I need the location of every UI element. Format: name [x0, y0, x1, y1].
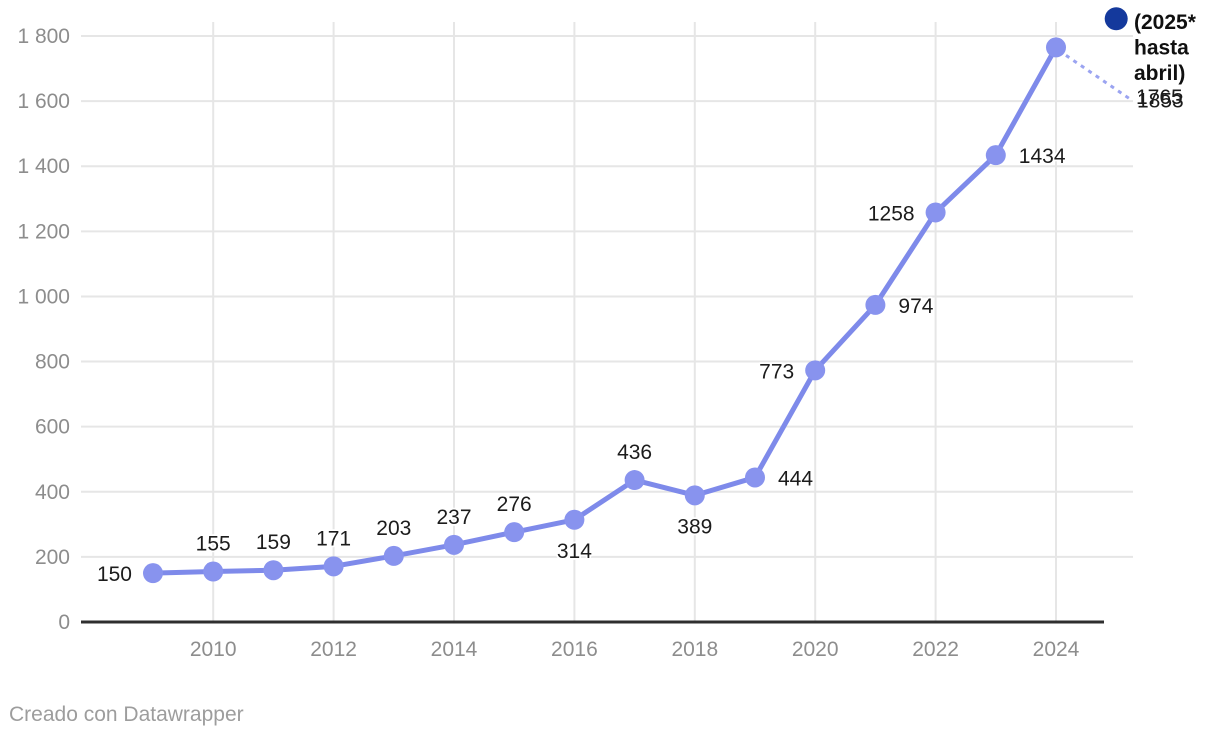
data-point-2018 — [684, 485, 705, 506]
x-tick-label: 2010 — [190, 638, 237, 661]
data-point-2012 — [323, 556, 344, 577]
y-tick-label: 1 000 — [17, 285, 70, 308]
point-label-2010: 155 — [196, 533, 231, 556]
main-series-line — [150, 44, 1059, 576]
legend-label-line-3: abril) — [1134, 62, 1185, 85]
x-tick-label: 2014 — [431, 638, 478, 661]
legend-label-line-2: hasta — [1134, 37, 1189, 60]
attribution: Creado con Datawrapper — [9, 703, 244, 727]
point-label-2024: 1765 — [1136, 86, 1183, 109]
point-label-2020: 773 — [759, 360, 794, 383]
x-tick-label: 2024 — [1033, 638, 1080, 661]
data-point-2019 — [745, 467, 765, 488]
x-tick-label: 2016 — [551, 638, 598, 661]
data-point-2013 — [383, 545, 404, 566]
point-label-2017: 436 — [617, 441, 652, 464]
point-label-2013: 203 — [376, 517, 411, 540]
x-tick-label: 2018 — [671, 638, 718, 661]
data-point-2016 — [564, 509, 585, 530]
data-point-2025 — [1104, 7, 1128, 31]
point-label-2012: 171 — [316, 527, 351, 550]
data-point-2010 — [203, 561, 224, 582]
y-tick-label: 0 — [58, 611, 70, 634]
point-label-2018: 389 — [677, 515, 712, 538]
point-label-2015: 276 — [497, 493, 532, 516]
y-tick-label: 600 — [35, 416, 70, 439]
data-point-2022 — [925, 202, 946, 223]
data-point-2021 — [865, 294, 886, 315]
datawrapper-attribution-link[interactable]: Creado con Datawrapper — [9, 703, 244, 726]
data-point-2020 — [805, 360, 826, 381]
y-tick-label: 1 400 — [17, 155, 70, 178]
point-label-2011: 159 — [256, 531, 291, 554]
data-point-2023 — [985, 145, 1006, 166]
data-point-2009 — [143, 563, 163, 584]
data-point-2017 — [624, 470, 645, 491]
y-tick-label: 800 — [35, 351, 70, 374]
legend-label-line-1: (2025* — [1134, 11, 1197, 34]
point-label-2021: 974 — [898, 295, 933, 318]
data-point-2014 — [444, 534, 464, 555]
y-tick-label: 1 800 — [17, 25, 70, 48]
y-tick-label: 1 200 — [17, 220, 70, 243]
y-tick-label: 400 — [35, 481, 70, 504]
point-label-2016: 314 — [557, 540, 592, 563]
data-point-2024 — [1046, 37, 1066, 58]
data-point-2015 — [504, 522, 525, 543]
point-label-2009: 150 — [97, 563, 132, 586]
point-label-2019: 444 — [778, 467, 813, 490]
point-label-2023: 1434 — [1019, 145, 1066, 168]
label-leader-line — [1065, 54, 1131, 101]
y-tick-label: 1 600 — [17, 90, 70, 113]
x-tick-label: 2020 — [792, 638, 839, 661]
x-tick-label: 2022 — [912, 638, 959, 661]
y-tick-label: 200 — [35, 546, 70, 569]
point-label-2025: 1853 — [1137, 90, 1184, 113]
x-tick-label: 2012 — [310, 638, 357, 661]
point-label-2014: 237 — [436, 506, 471, 529]
data-point-2011 — [263, 560, 284, 581]
point-label-2022: 1258 — [868, 202, 915, 225]
